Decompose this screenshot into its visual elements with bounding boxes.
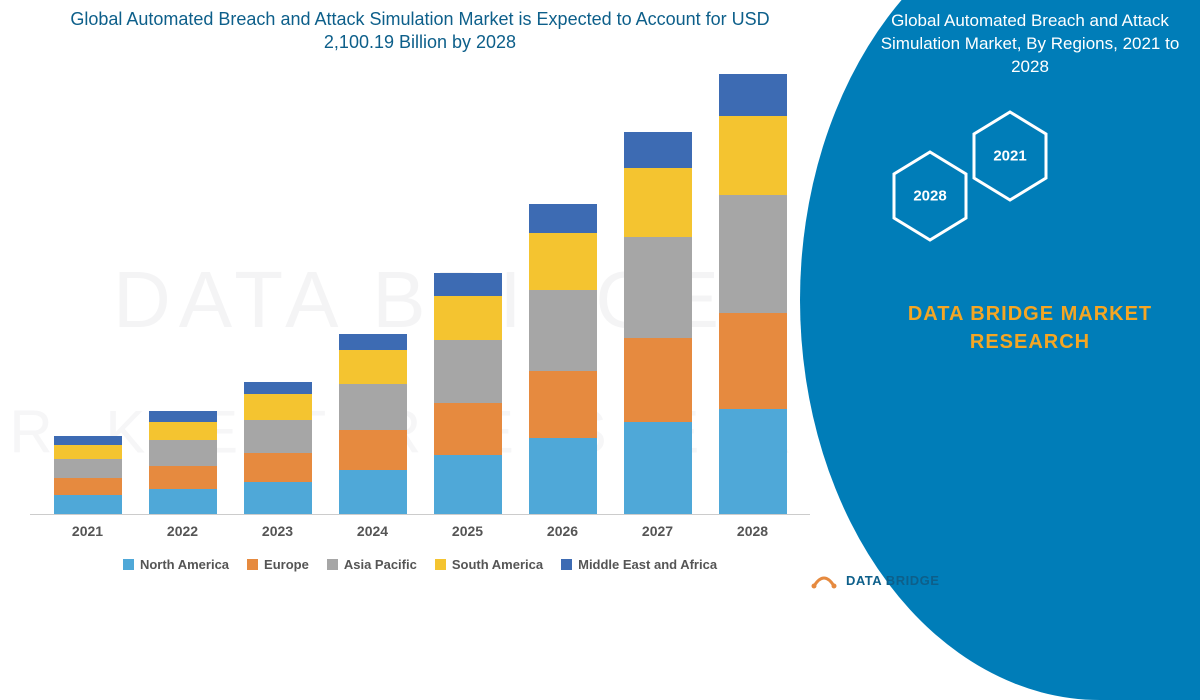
bar-segment xyxy=(54,445,122,460)
bar-segment xyxy=(529,290,597,372)
bar-segment xyxy=(529,233,597,290)
footer-logo-text: DATA BRIDGE xyxy=(846,573,939,588)
bar-segment xyxy=(434,455,502,514)
bar-segment xyxy=(719,195,787,312)
bar-segment xyxy=(719,409,787,514)
bar-segment xyxy=(529,204,597,233)
legend-swatch xyxy=(561,559,572,570)
stacked-bar xyxy=(624,132,692,513)
x-axis-label: 2021 xyxy=(48,523,128,539)
bar-segment xyxy=(719,74,787,116)
bridge-icon xyxy=(810,566,838,594)
legend-label: North America xyxy=(140,557,229,572)
x-axis-label: 2028 xyxy=(713,523,793,539)
legend-swatch xyxy=(123,559,134,570)
bar-segment xyxy=(339,430,407,470)
x-axis-label: 2026 xyxy=(523,523,603,539)
stacked-bar xyxy=(339,334,407,514)
legend-item: North America xyxy=(123,557,229,572)
stacked-bar xyxy=(244,382,312,514)
legend-swatch xyxy=(247,559,258,570)
bar-group xyxy=(523,204,603,514)
chart-container: Global Automated Breach and Attack Simul… xyxy=(30,0,810,600)
bar-segment xyxy=(149,489,217,514)
bar-segment xyxy=(149,466,217,489)
bar-segment xyxy=(54,495,122,514)
bar-segment xyxy=(719,116,787,196)
bar-segment xyxy=(244,382,312,395)
legend-swatch xyxy=(435,559,446,570)
legend-label: Asia Pacific xyxy=(344,557,417,572)
chart-area xyxy=(30,75,810,515)
bar-group xyxy=(238,382,318,514)
bar-segment xyxy=(434,340,502,403)
legend-item: Asia Pacific xyxy=(327,557,417,572)
hexagon-badge: 2028 xyxy=(890,150,970,242)
bar-segment xyxy=(244,420,312,454)
bar-segment xyxy=(624,422,692,514)
bar-segment xyxy=(244,453,312,482)
bar-segment xyxy=(339,350,407,384)
bar-segment xyxy=(149,411,217,421)
brand-text: DATA BRIDGE MARKET RESEARCH xyxy=(900,300,1160,356)
legend-item: Middle East and Africa xyxy=(561,557,717,572)
stacked-bar xyxy=(434,273,502,514)
bar-segment xyxy=(529,371,597,438)
bar-segment xyxy=(339,470,407,514)
bar-segment xyxy=(434,296,502,340)
x-axis-label: 2024 xyxy=(333,523,413,539)
bar-segment xyxy=(624,338,692,422)
bar-segment xyxy=(244,482,312,513)
x-axis-label: 2022 xyxy=(143,523,223,539)
hexagon-badge: 2021 xyxy=(970,110,1050,202)
legend-label: Middle East and Africa xyxy=(578,557,717,572)
bar-group xyxy=(428,273,508,514)
bar-segment xyxy=(719,313,787,409)
bar-segment xyxy=(244,394,312,419)
bar-segment xyxy=(624,168,692,237)
legend-label: South America xyxy=(452,557,543,572)
legend-item: South America xyxy=(435,557,543,572)
hexagon-label: 2028 xyxy=(913,188,946,205)
bar-group xyxy=(713,74,793,514)
bar-segment xyxy=(624,237,692,338)
stacked-bar xyxy=(529,204,597,514)
legend-label: Europe xyxy=(264,557,309,572)
legend-item: Europe xyxy=(247,557,309,572)
stacked-bar xyxy=(149,411,217,514)
bar-segment xyxy=(54,436,122,444)
bar-segment xyxy=(624,132,692,168)
bar-segment xyxy=(339,334,407,351)
right-panel: Global Automated Breach and Attack Simul… xyxy=(800,0,1200,600)
hexagon-label: 2021 xyxy=(993,148,1026,165)
bar-segment xyxy=(149,422,217,441)
bar-segment xyxy=(339,384,407,430)
bar-segment xyxy=(434,273,502,296)
bar-segment xyxy=(54,459,122,478)
stacked-bar xyxy=(719,74,787,514)
x-axis-label: 2025 xyxy=(428,523,508,539)
bar-group xyxy=(143,411,223,514)
x-axis-labels: 2021 2022 2023 2024 2025 2026 2027 2028 xyxy=(30,515,810,539)
legend-swatch xyxy=(327,559,338,570)
chart-title: Global Automated Breach and Attack Simul… xyxy=(30,0,810,75)
right-title: Global Automated Breach and Attack Simul… xyxy=(880,10,1180,79)
footer-logo: DATA BRIDGE xyxy=(810,566,939,594)
x-axis-label: 2027 xyxy=(618,523,698,539)
bar-segment xyxy=(529,438,597,513)
stacked-bar xyxy=(54,436,122,513)
bar-group xyxy=(48,436,128,513)
chart-legend: North America Europe Asia Pacific South Ame… xyxy=(30,539,810,572)
bar-segment xyxy=(149,440,217,465)
bar-segment xyxy=(54,478,122,495)
x-axis-label: 2023 xyxy=(238,523,318,539)
bar-segment xyxy=(434,403,502,455)
bar-group xyxy=(618,132,698,513)
bar-group xyxy=(333,334,413,514)
